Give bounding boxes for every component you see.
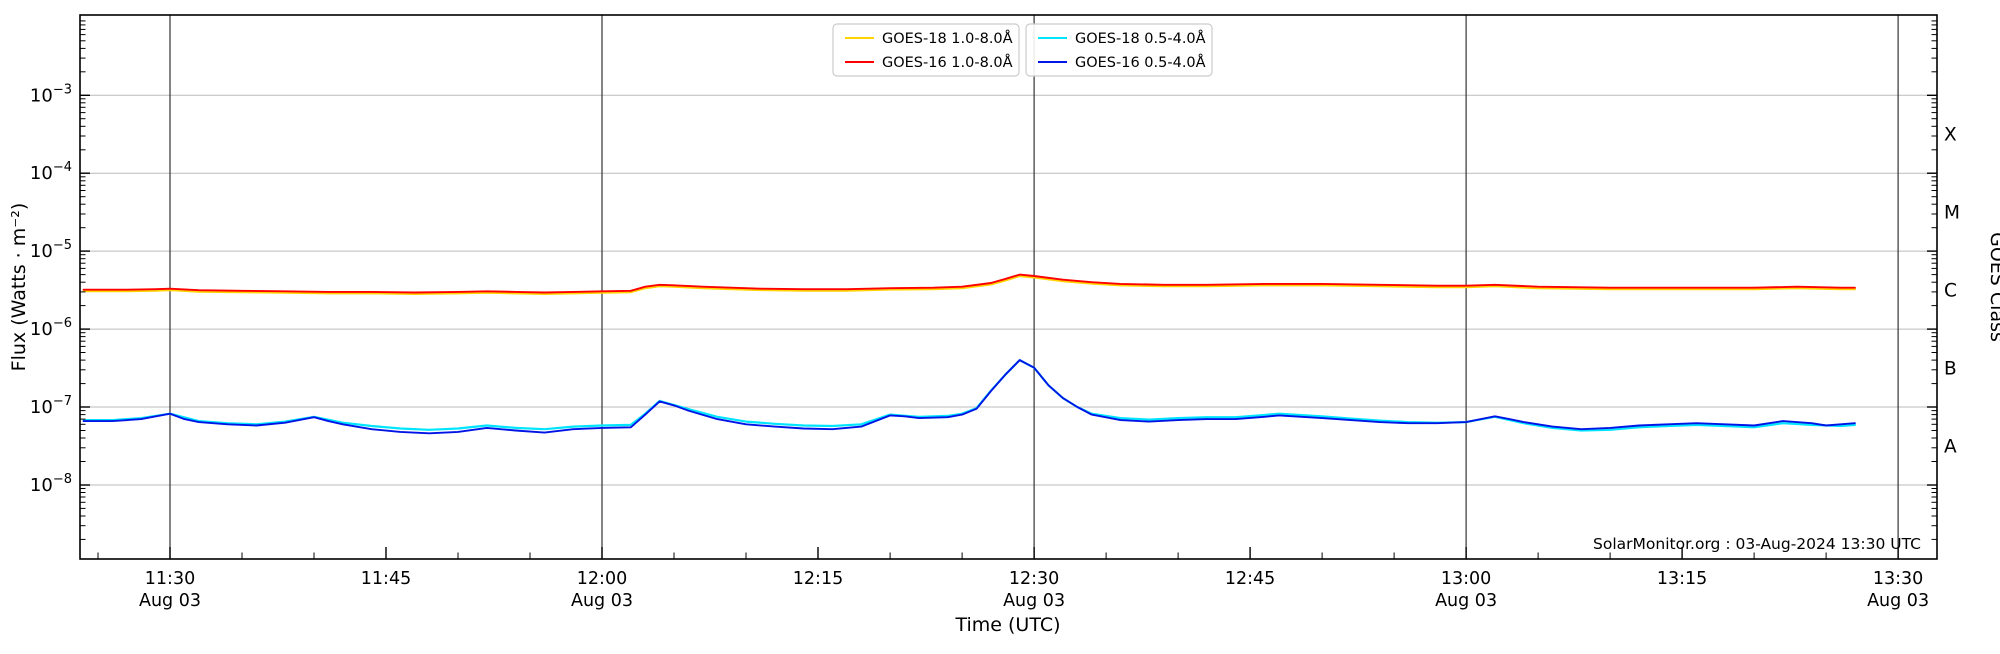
- right-axis-title: GOES Class: [1986, 232, 2000, 342]
- legend-box: GOES-18 1.0-8.0Å GOES-16 1.0-8.0Å: [832, 23, 1020, 77]
- y-tick-label: 10−3: [30, 82, 72, 106]
- legend-label: GOES-18 0.5-4.0Å: [1075, 30, 1206, 47]
- x-tick-label: 13:30: [1873, 569, 1923, 589]
- legend-label: GOES-16 1.0-8.0Å: [882, 54, 1013, 71]
- y-tick-label: 10−4: [30, 160, 72, 184]
- y-tick-label: 10−5: [30, 238, 72, 262]
- x-tick-label: 13:15: [1657, 569, 1707, 589]
- axis-ticks: [80, 20, 1937, 559]
- x-tick-label: 13:00: [1441, 569, 1491, 589]
- x-tick-label: 11:30: [145, 569, 195, 589]
- y-tick-label: 10−8: [30, 472, 72, 496]
- legend-box-border: [832, 23, 1020, 77]
- goes-class-letter: X: [1944, 125, 1957, 146]
- x-tick-label: 12:15: [793, 569, 843, 589]
- x-tick-label: 11:45: [361, 569, 411, 589]
- flux-series-lines: [82, 273, 1856, 435]
- x-tick-date-label: Aug 03: [1435, 591, 1497, 611]
- goes-class-letter: C: [1944, 281, 1957, 302]
- x-tick-label: 12:30: [1009, 569, 1059, 589]
- x-tick-label: 12:00: [577, 569, 627, 589]
- series-goes-18-0-5-4-0-: [82, 359, 1856, 432]
- gridlines: [80, 94, 1937, 486]
- goes-class-letter: A: [1944, 437, 1957, 458]
- x-tick-label: 12:45: [1225, 569, 1275, 589]
- goes-class-letter: M: [1944, 203, 1960, 224]
- y-tick-labels: 10−3 10−4 10−5 10−6 10−7 10−8: [30, 82, 72, 496]
- plot-frame: [79, 14, 1938, 560]
- series-goes-16-0-5-4-0-: [82, 359, 1856, 435]
- legend-box: GOES-18 0.5-4.0Å GOES-16 0.5-4.0Å: [1025, 23, 1213, 77]
- goes-class-letter: B: [1944, 359, 1957, 380]
- y-axis-title: Flux (Watts · m⁻²): [8, 203, 30, 372]
- goes-class-letters: X M C B A: [1944, 125, 1960, 458]
- legend-label: GOES-18 1.0-8.0Å: [882, 30, 1013, 47]
- y-tick-label: 10−7: [30, 394, 72, 418]
- x-tick-date-label: Aug 03: [139, 591, 201, 611]
- x-axis-title: Time (UTC): [954, 614, 1060, 636]
- y-tick-label: 10−6: [30, 316, 72, 340]
- series-goes-16-1-0-8-0-: [82, 273, 1856, 294]
- legend-box-border: [1025, 23, 1213, 77]
- legend-label: GOES-16 0.5-4.0Å: [1075, 54, 1206, 71]
- x-tick-date-label: Aug 03: [1003, 591, 1065, 611]
- time-gridlines: [169, 15, 1899, 559]
- axes-border: [79, 14, 1938, 560]
- source-annotation: SolarMonitor.org : 03-Aug-2024 13:30 UTC: [1593, 535, 1921, 553]
- x-tick-date-label: Aug 03: [1867, 591, 1929, 611]
- series-goes-18-1-0-8-0-: [82, 274, 1856, 295]
- x-tick-date-label: Aug 03: [571, 591, 633, 611]
